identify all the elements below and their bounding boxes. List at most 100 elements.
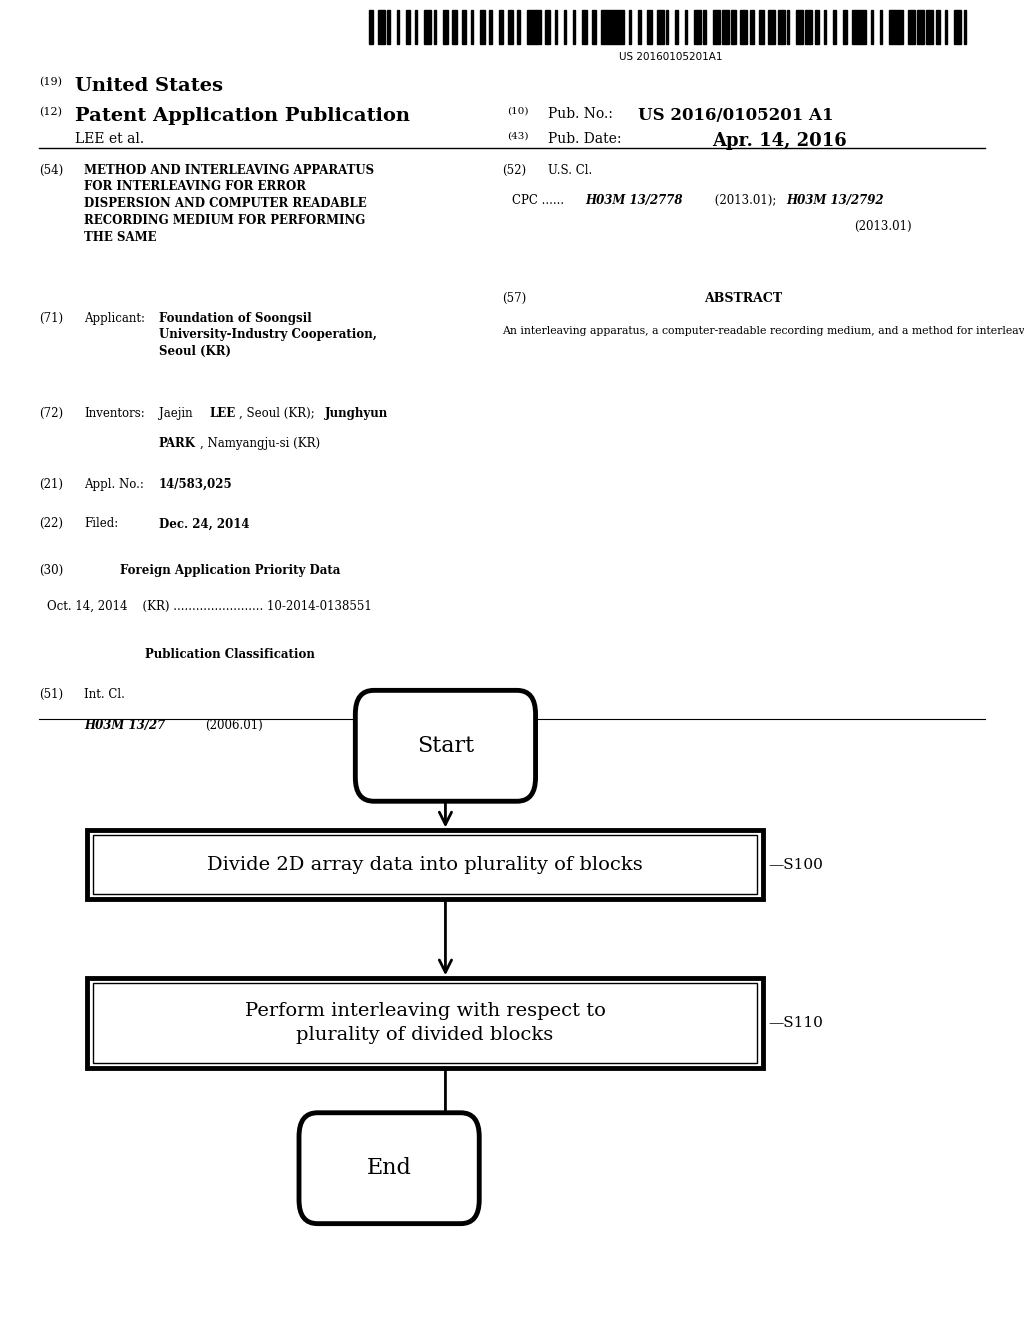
Text: Divide 2D array data into plurality of blocks: Divide 2D array data into plurality of b… <box>207 855 643 874</box>
Text: (72): (72) <box>39 407 63 420</box>
Bar <box>703 11 706 44</box>
Bar <box>471 11 473 44</box>
Bar <box>647 11 652 44</box>
Bar <box>610 11 620 44</box>
Text: Dec. 24, 2014: Dec. 24, 2014 <box>159 517 249 531</box>
Bar <box>731 11 736 44</box>
Text: H03M 13/2778: H03M 13/2778 <box>586 194 683 207</box>
Bar <box>750 11 755 44</box>
Bar <box>759 11 764 44</box>
Bar <box>489 11 492 44</box>
Bar <box>806 11 812 44</box>
Text: ABSTRACT: ABSTRACT <box>705 292 782 305</box>
Text: (2013.01);: (2013.01); <box>711 194 776 207</box>
Bar <box>786 11 790 44</box>
Bar <box>573 11 575 44</box>
Bar <box>555 11 557 44</box>
Text: Int. Cl.: Int. Cl. <box>84 688 125 701</box>
Text: , Namyangju-si (KR): , Namyangju-si (KR) <box>200 437 319 450</box>
Bar <box>740 11 748 44</box>
Text: US 20160105201A1: US 20160105201A1 <box>618 51 723 62</box>
Text: US 2016/0105201 A1: US 2016/0105201 A1 <box>638 107 834 124</box>
Text: Filed:: Filed: <box>84 517 118 531</box>
Text: , Seoul (KR);: , Seoul (KR); <box>239 407 314 420</box>
Bar <box>870 11 872 44</box>
Text: —S100: —S100 <box>768 858 823 871</box>
Text: Start: Start <box>417 735 474 756</box>
Bar <box>666 11 669 44</box>
Bar <box>898 11 903 44</box>
Bar <box>918 11 924 44</box>
Text: H03M 13/2792: H03M 13/2792 <box>786 194 884 207</box>
Text: (43): (43) <box>507 132 528 141</box>
Bar <box>777 11 784 44</box>
Bar <box>601 11 610 44</box>
Bar <box>369 11 374 44</box>
Bar <box>964 11 966 44</box>
Text: CPC ......: CPC ...... <box>512 194 564 207</box>
Text: METHOD AND INTERLEAVING APPARATUS
FOR INTERLEAVING FOR ERROR
DISPERSION AND COMP: METHOD AND INTERLEAVING APPARATUS FOR IN… <box>84 164 374 244</box>
Text: Pub. Date:: Pub. Date: <box>548 132 622 147</box>
Bar <box>638 11 640 44</box>
Text: Oct. 14, 2014    (KR) ........................ 10-2014-0138551: Oct. 14, 2014 (KR) .....................… <box>47 599 372 612</box>
Text: 14/583,025: 14/583,025 <box>159 478 232 491</box>
Bar <box>396 11 399 44</box>
Bar <box>824 11 826 44</box>
Bar <box>387 11 389 44</box>
Bar <box>629 11 631 44</box>
Bar <box>768 11 775 44</box>
Bar <box>834 11 836 44</box>
Bar <box>93 836 757 894</box>
Text: Perform interleaving with respect to
plurality of divided blocks: Perform interleaving with respect to plu… <box>245 1002 605 1044</box>
Bar <box>508 11 513 44</box>
Text: (2013.01): (2013.01) <box>854 220 911 234</box>
Bar <box>936 11 940 44</box>
Text: PARK: PARK <box>159 437 196 450</box>
Bar <box>685 11 687 44</box>
Bar <box>462 11 466 44</box>
Bar <box>499 11 504 44</box>
Bar <box>722 11 729 44</box>
Bar <box>564 11 566 44</box>
Bar <box>656 11 664 44</box>
Bar <box>852 11 861 44</box>
Text: Foreign Application Priority Data: Foreign Application Priority Data <box>120 564 341 577</box>
Bar <box>815 11 819 44</box>
Text: Jaejin: Jaejin <box>159 407 196 420</box>
Bar <box>676 11 678 44</box>
Bar <box>517 11 520 44</box>
Text: LEE: LEE <box>210 407 237 420</box>
Text: (21): (21) <box>39 478 62 491</box>
Text: (52): (52) <box>502 164 526 177</box>
Text: LEE et al.: LEE et al. <box>75 132 144 147</box>
Bar <box>480 11 484 44</box>
Bar <box>889 11 898 44</box>
Bar <box>880 11 882 44</box>
Text: (12): (12) <box>39 107 61 117</box>
Bar <box>861 11 866 44</box>
Text: (22): (22) <box>39 517 62 531</box>
Text: United States: United States <box>75 77 223 95</box>
Bar <box>907 11 914 44</box>
Text: An interleaving apparatus, a computer-readable recording medium, and a method fo: An interleaving apparatus, a computer-re… <box>502 326 1024 337</box>
Text: Foundation of Soongsil
University-Industry Cooperation,
Seoul (KR): Foundation of Soongsil University-Indust… <box>159 312 377 358</box>
Bar <box>434 11 436 44</box>
Bar <box>713 11 720 44</box>
Text: (54): (54) <box>39 164 63 177</box>
Bar <box>424 11 431 44</box>
Text: (30): (30) <box>39 564 63 577</box>
Text: Patent Application Publication: Patent Application Publication <box>75 107 410 125</box>
Text: —S110: —S110 <box>768 1016 823 1030</box>
Bar <box>945 11 947 44</box>
Text: Pub. No.:: Pub. No.: <box>548 107 612 121</box>
Bar <box>545 11 550 44</box>
Text: H03M 13/27: H03M 13/27 <box>84 719 165 733</box>
Text: (57): (57) <box>502 292 526 305</box>
Text: (71): (71) <box>39 312 63 325</box>
Text: (10): (10) <box>507 107 528 116</box>
Text: Apr. 14, 2016: Apr. 14, 2016 <box>712 132 847 150</box>
Text: U.S. Cl.: U.S. Cl. <box>548 164 592 177</box>
Text: (51): (51) <box>39 688 63 701</box>
Text: End: End <box>367 1158 412 1179</box>
FancyBboxPatch shape <box>355 690 536 801</box>
